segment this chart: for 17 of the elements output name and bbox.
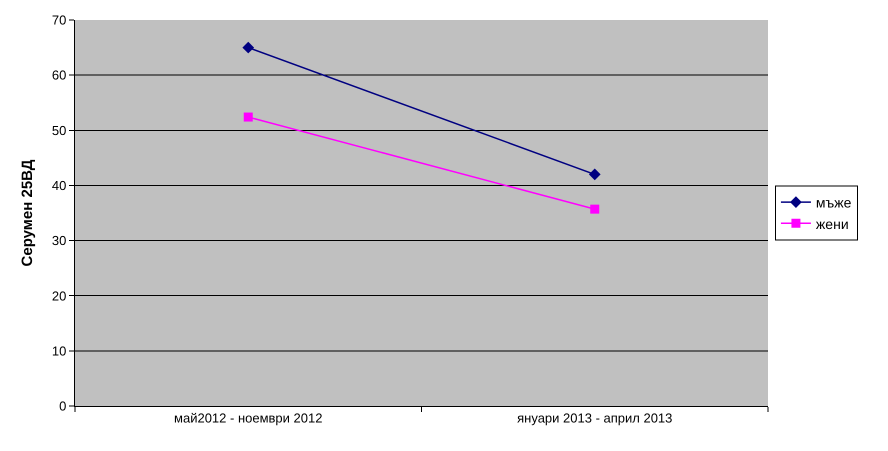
y-tick-label: 50 [52, 122, 66, 138]
x-tick-label: януари 2013 - април 2013 [517, 410, 672, 426]
point [588, 168, 601, 180]
y-tick-label: 70 [52, 12, 66, 28]
y-tick-label: 60 [52, 68, 66, 83]
y-tick-label: 40 [52, 178, 66, 193]
point [244, 112, 253, 122]
legend-label: жени [816, 216, 849, 232]
y-tick-label: 20 [52, 288, 66, 304]
point [242, 42, 254, 54]
y-axis-title: Серумен 25ВД [19, 159, 36, 266]
legend-label: мъже [816, 194, 852, 211]
y-tick-label: 30 [52, 233, 66, 248]
y-tick-label: 0 [59, 398, 66, 414]
y-tick-label: 10 [52, 343, 66, 358]
point [590, 204, 600, 214]
x-tick-label: май2012 - ноември 2012 [174, 410, 322, 426]
